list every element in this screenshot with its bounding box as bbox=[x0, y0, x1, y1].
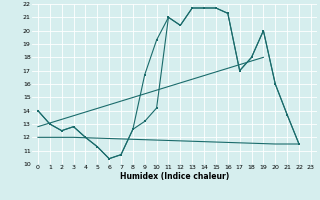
X-axis label: Humidex (Indice chaleur): Humidex (Indice chaleur) bbox=[120, 172, 229, 181]
